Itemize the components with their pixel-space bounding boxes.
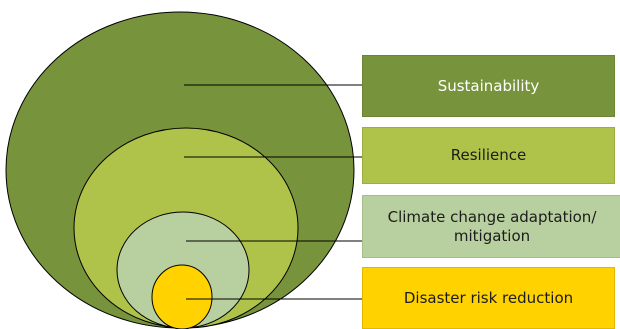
drr-label-box: Disaster risk reduction xyxy=(362,267,615,329)
sustainability-label: Sustainability xyxy=(437,76,540,95)
adaptation-label: Climate change adaptation/ mitigation xyxy=(387,207,597,245)
adaptation-label-box: Climate change adaptation/ mitigation xyxy=(362,195,620,258)
drr-ellipse xyxy=(151,264,213,329)
drr-label: Disaster risk reduction xyxy=(403,288,574,307)
resilience-label: Resilience xyxy=(450,146,527,164)
resilience-label-box: Resilience xyxy=(362,127,615,184)
sustainability-label-box: Sustainability xyxy=(362,55,615,117)
